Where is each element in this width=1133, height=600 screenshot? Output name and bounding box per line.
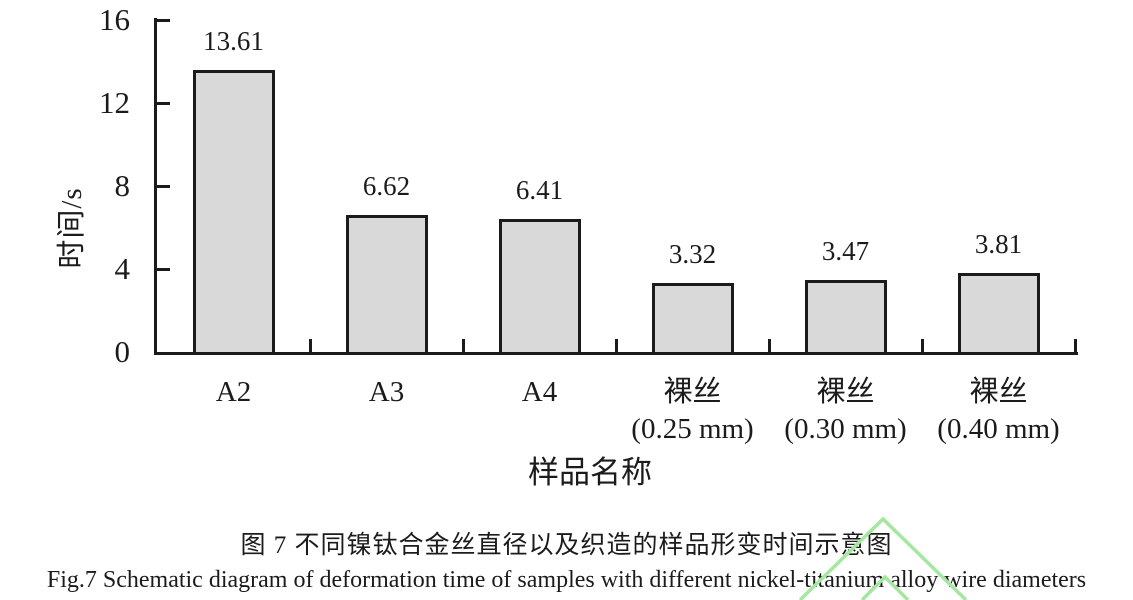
bar bbox=[192, 70, 275, 352]
bar-value-label: 6.41 bbox=[515, 175, 564, 205]
x-category-label: A4 bbox=[445, 374, 635, 411]
x-category-label-line: A3 bbox=[368, 376, 405, 408]
y-tick-label: 0 bbox=[114, 334, 131, 369]
x-category-label-line: A4 bbox=[521, 376, 558, 408]
bar-value-label: 6.62 bbox=[362, 171, 411, 201]
x-tick bbox=[462, 339, 465, 352]
bar-value-label: 3.32 bbox=[668, 239, 717, 269]
x-tick bbox=[921, 339, 924, 352]
bar bbox=[957, 273, 1040, 352]
x-category-label: 裸丝 (0.40 mm) bbox=[904, 374, 1094, 448]
bar bbox=[651, 283, 734, 352]
watermark-outer-chevron-icon bbox=[798, 516, 968, 600]
x-tick bbox=[615, 339, 618, 352]
y-tick-label: 8 bbox=[114, 168, 131, 203]
x-category-label-line: 裸丝 bbox=[663, 376, 722, 408]
x-category-label-line: (0.30 mm) bbox=[784, 413, 907, 445]
bar-value-label: 3.81 bbox=[974, 229, 1023, 259]
bar-value-label: 3.47 bbox=[821, 236, 870, 266]
bar bbox=[498, 219, 581, 352]
y-tick-label: 16 bbox=[99, 2, 130, 37]
x-axis-line bbox=[154, 352, 1078, 355]
x-category-label-line: 裸丝 bbox=[816, 376, 875, 408]
x-category-label: A3 bbox=[292, 374, 482, 411]
caption-chinese: 图 7 不同镍钛合金丝直径以及织造的样品形变时间示意图 bbox=[240, 532, 893, 559]
x-category-label: A2 bbox=[139, 374, 329, 411]
bar-value-label: 13.61 bbox=[203, 26, 264, 56]
x-tick bbox=[768, 339, 771, 352]
caption-english: Fig.7 Schematic diagram of deformation t… bbox=[46, 567, 1087, 593]
x-category-label-line: (0.25 mm) bbox=[631, 413, 754, 445]
watermark-inner-chevron-icon bbox=[860, 574, 910, 600]
bar bbox=[345, 215, 428, 352]
y-tick-label: 12 bbox=[99, 85, 130, 120]
x-category-label-line: (0.40 mm) bbox=[937, 413, 1060, 445]
bar bbox=[804, 280, 887, 352]
x-category-label: 裸丝 (0.25 mm) bbox=[598, 374, 788, 448]
x-axis-title: 样品名称 bbox=[528, 455, 652, 490]
x-tick bbox=[1074, 339, 1077, 352]
x-category-label-line: A2 bbox=[215, 376, 252, 408]
y-axis-line bbox=[154, 18, 157, 355]
y-tick bbox=[157, 268, 170, 271]
y-tick bbox=[157, 185, 170, 188]
y-tick bbox=[157, 19, 170, 22]
x-category-label-line: 裸丝 bbox=[969, 376, 1028, 408]
x-category-label: 裸丝 (0.30 mm) bbox=[751, 374, 941, 448]
y-tick-label: 4 bbox=[114, 251, 131, 286]
x-tick bbox=[309, 339, 312, 352]
y-tick bbox=[157, 102, 170, 105]
